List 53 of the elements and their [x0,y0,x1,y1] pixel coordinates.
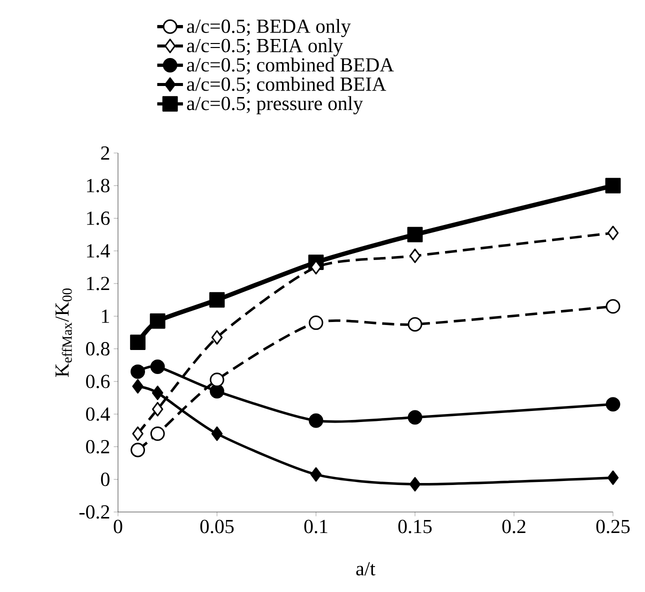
legend-label: a/c=0.5; combined BEIA [187,76,386,94]
point [132,379,144,394]
point [211,330,223,345]
x-tick-label: 0.15 [398,520,432,534]
point [152,402,164,416]
y-tick-label: 1.8 [87,178,110,192]
point [605,178,621,194]
y-tick-label: -0.2 [79,505,110,519]
point [607,470,619,485]
point [211,426,223,441]
x-tick-label: 0.1 [304,520,328,534]
legend-label: a/c=0.5; combined BEDA [187,58,394,74]
y-tick-label: 1 [102,310,110,323]
point [607,226,619,240]
y-tick-label: 1.6 [87,212,110,226]
y-tick-label: 0.8 [86,342,110,356]
x-tick-label: 0.2 [502,520,526,534]
legend-label: a/c=0.5; BEDA only [187,18,351,38]
point [308,315,324,330]
point [308,413,324,428]
point [409,248,421,264]
legend-label: a/c=0.5; BEIA only [187,38,344,56]
point [408,410,422,425]
legend-label: a/c=0.5; pressure only [187,96,363,114]
point [130,364,146,379]
point [210,372,224,388]
x-tick-label: 0.05 [200,520,234,534]
x-tick-label: 0 [114,520,122,534]
y-tick-label: 1.2 [87,276,110,290]
y-tick-label: 0.4 [86,407,110,421]
y-tick-label: 0 [101,472,110,486]
point [150,360,165,374]
y-tick-label: 0.6 [86,374,110,388]
point [409,477,421,492]
y-axis-title: K$_{effMax}$/K$_{00}$ [55,288,72,377]
point [407,226,423,242]
point [150,313,166,329]
point [152,386,164,400]
point [130,334,146,350]
point [310,260,322,274]
x-tick-label: 0.25 [596,520,630,534]
point [310,467,322,482]
point [150,426,165,441]
point [606,299,620,314]
point [408,317,422,332]
point [130,442,146,458]
y-tick-label: 1.4 [87,244,110,258]
y-tick-label: 0.2 [86,440,110,454]
y-tick-label: 2 [101,146,110,160]
point [606,397,620,412]
point [209,292,225,308]
x-axis-title: a/t [356,562,376,576]
point [132,426,144,441]
